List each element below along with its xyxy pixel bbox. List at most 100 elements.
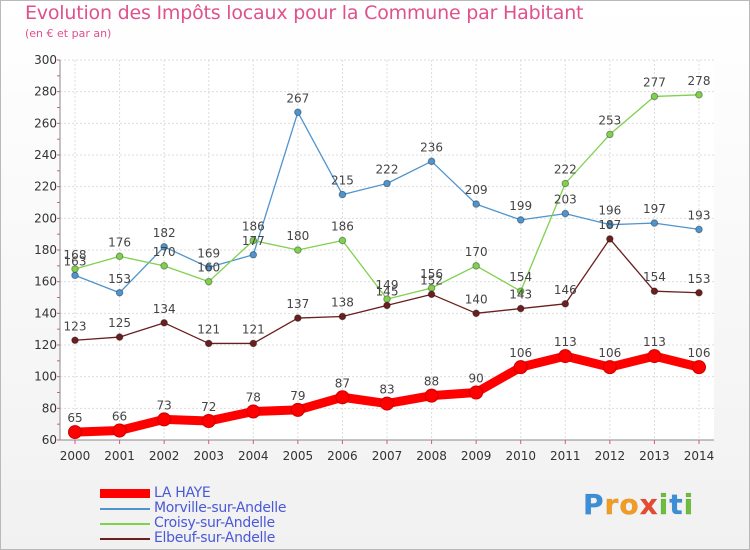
data-point <box>204 263 213 272</box>
data-label: 253 <box>598 113 621 127</box>
data-label: 277 <box>643 75 666 89</box>
x-tick-label: 2002 <box>149 449 180 463</box>
logo-letter: i <box>658 488 670 522</box>
x-tick-label: 2008 <box>416 449 447 463</box>
data-label: 145 <box>376 284 399 298</box>
legend-label: Morville-sur-Andelle <box>154 500 287 516</box>
data-point <box>695 288 703 297</box>
y-tick-label: 180 <box>34 243 57 257</box>
data-label: 170 <box>465 245 488 259</box>
y-tick-label: 220 <box>34 180 57 194</box>
data-point <box>249 250 258 259</box>
data-label: 72 <box>201 400 216 414</box>
legend-swatch <box>100 538 150 540</box>
y-tick-label: 160 <box>34 275 57 289</box>
x-tick-label: 2000 <box>60 449 91 463</box>
data-label: 154 <box>643 270 666 284</box>
data-label: 186 <box>242 220 265 234</box>
data-point <box>650 219 659 227</box>
x-tick-label: 2012 <box>595 449 626 463</box>
legend-swatch <box>100 489 150 498</box>
data-label: 123 <box>64 319 87 333</box>
y-tick-label: 280 <box>34 85 57 99</box>
data-label: 186 <box>331 220 354 234</box>
data-label: 78 <box>246 391 261 405</box>
data-label: 90 <box>469 372 484 386</box>
data-point <box>650 287 659 295</box>
data-point <box>602 360 617 375</box>
data-point <box>338 312 347 321</box>
data-label: 73 <box>157 398 172 412</box>
data-point <box>606 130 614 139</box>
data-point <box>249 339 258 348</box>
data-point <box>383 301 391 310</box>
data-point <box>561 300 570 308</box>
y-tick-label: 120 <box>34 338 57 352</box>
data-label: 170 <box>153 245 176 259</box>
data-point <box>606 235 614 243</box>
data-point <box>249 236 258 245</box>
data-point <box>558 349 573 364</box>
logo-letter: i <box>683 488 695 522</box>
data-label: 143 <box>509 288 532 302</box>
data-label: 134 <box>153 302 176 316</box>
legend-item: Morville-sur-Andelle <box>100 500 360 516</box>
legend-item: LA HAYE <box>100 485 360 501</box>
data-label: 113 <box>554 335 577 349</box>
data-point <box>115 333 124 341</box>
data-label: 83 <box>379 383 394 397</box>
data-label: 187 <box>598 218 621 232</box>
legend-label: Croisy-sur-Andelle <box>154 515 275 531</box>
logo-letter: P <box>583 488 605 522</box>
x-tick-label: 2006 <box>327 449 358 463</box>
data-label: 106 <box>598 346 621 360</box>
data-label: 153 <box>688 272 711 286</box>
x-tick-label: 2007 <box>372 449 403 463</box>
data-point <box>513 360 528 375</box>
axes: 60 80 100 120 140 160 180 200 220 240 260 280 300 200… <box>34 53 714 463</box>
y-tick-label: 240 <box>34 148 57 162</box>
data-label: 168 <box>64 248 87 262</box>
data-label: 215 <box>331 174 354 188</box>
data-point <box>338 190 347 199</box>
y-tick-label: 80 <box>42 401 57 415</box>
data-label: 196 <box>598 204 621 218</box>
data-point <box>160 243 168 251</box>
data-label: 113 <box>643 335 666 349</box>
data-label: 153 <box>108 272 131 286</box>
data-label: 199 <box>509 199 532 213</box>
data-point <box>294 314 302 322</box>
y-tick-label: 140 <box>34 306 57 320</box>
data-label: 177 <box>242 234 265 248</box>
legend-label: LA HAYE <box>154 485 211 501</box>
data-label: 169 <box>197 246 220 260</box>
data-label: 125 <box>108 316 131 330</box>
data-point <box>335 390 350 405</box>
x-tick-label: 2003 <box>193 449 224 463</box>
data-label: 267 <box>286 91 309 105</box>
data-point <box>160 262 168 270</box>
data-label: 121 <box>242 322 265 336</box>
data-point <box>650 92 659 101</box>
data-point <box>115 252 124 261</box>
data-point <box>647 349 662 364</box>
data-point <box>516 304 525 313</box>
data-point <box>204 277 213 286</box>
data-label: 152 <box>420 273 443 287</box>
data-point <box>472 200 480 208</box>
data-label: 79 <box>290 389 305 403</box>
data-label: 160 <box>197 261 220 275</box>
data-label: 138 <box>331 296 354 310</box>
data-point <box>695 225 703 234</box>
data-point <box>472 309 480 318</box>
legend-swatch <box>100 523 150 525</box>
data-point <box>427 290 436 299</box>
legend-swatch <box>100 508 150 510</box>
data-label: 180 <box>286 229 309 243</box>
data-point <box>338 236 347 245</box>
x-tick-label: 2014 <box>684 449 715 463</box>
data-point <box>68 425 82 440</box>
data-label: 146 <box>554 283 577 297</box>
data-point <box>424 388 439 403</box>
data-point <box>157 412 172 427</box>
